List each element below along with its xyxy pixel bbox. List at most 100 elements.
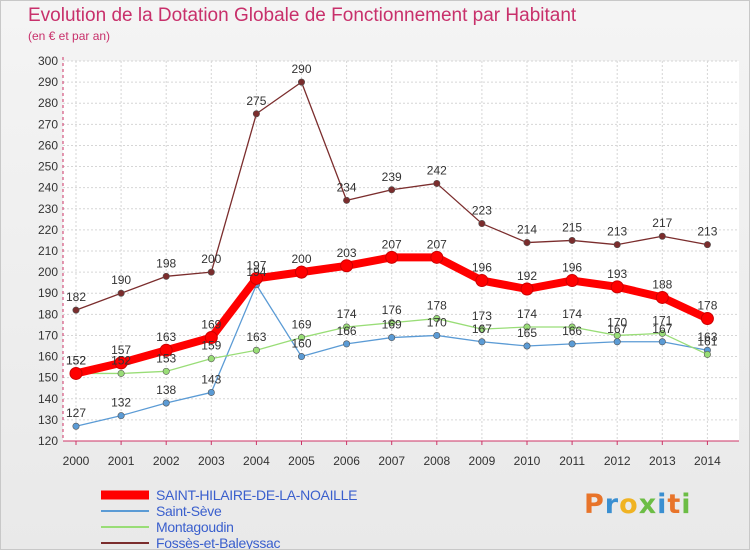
data-label: 138 [156,383,176,397]
x-tick-label: 2003 [198,454,225,468]
data-label: 152 [66,353,86,367]
data-label: 132 [111,396,131,410]
data-point [343,323,351,331]
data-label: 223 [472,204,492,218]
data-label: 275 [246,94,266,108]
data-label: 169 [291,318,311,332]
data-label: 193 [607,267,627,281]
data-point [117,289,125,297]
data-point [159,343,173,357]
data-label: 160 [291,337,311,351]
legend-swatch [101,510,149,512]
x-tick-label: 2007 [378,454,405,468]
x-tick-label: 2009 [469,454,496,468]
data-point [207,388,215,396]
data-point [430,250,444,264]
data-label: 157 [111,343,131,357]
data-point [565,274,579,288]
legend-label: Fossès-et-Baleyssac [156,535,281,550]
data-point [388,334,396,342]
legend-label: Montagoudin [156,519,234,535]
legend-swatch [101,526,149,528]
data-point [297,353,305,361]
data-label: 169 [201,318,221,332]
data-point [613,241,621,249]
proxiti-logo: Proxiti [584,489,692,520]
data-label: 167 [472,322,492,336]
y-tick-label: 230 [38,202,58,216]
data-point [72,306,80,314]
data-label: 213 [697,225,717,239]
data-point [388,186,396,194]
data-label: 192 [517,269,537,283]
data-label: 163 [246,330,266,344]
data-point [433,179,441,187]
data-label: 170 [427,315,447,329]
y-tick-label: 140 [38,392,58,406]
y-tick-label: 120 [38,434,58,448]
data-label: 214 [517,223,537,237]
data-point [433,331,441,339]
data-label: 217 [652,216,672,230]
data-label: 153 [156,351,176,365]
data-label: 234 [337,180,357,194]
data-label: 215 [562,220,582,234]
data-point [568,323,576,331]
data-point [523,323,531,331]
data-label: 174 [562,307,582,321]
data-label: 203 [337,246,357,260]
logo-letter: i [681,489,692,520]
x-tick-label: 2004 [243,454,270,468]
data-label: 198 [156,256,176,270]
legend-item: Fossès-et-Baleyssac [101,535,421,550]
data-point [568,340,576,348]
logo-letter: i [657,489,668,520]
data-label: 197 [246,258,266,272]
data-point [703,350,711,358]
y-tick-label: 200 [38,265,58,279]
data-point [69,366,83,380]
data-point [385,250,399,264]
data-point [249,271,263,285]
data-point [162,272,170,280]
data-point [388,319,396,327]
data-label: 169 [382,318,402,332]
y-tick-label: 250 [38,160,58,174]
y-tick-label: 180 [38,307,58,321]
x-tick-label: 2013 [649,454,676,468]
legend-item: Montagoudin [101,519,421,535]
y-tick-label: 260 [38,138,58,152]
data-point [343,196,351,204]
data-label: 167 [607,322,627,336]
x-tick-label: 2002 [153,454,180,468]
data-point [72,422,80,430]
data-label: 290 [291,62,311,76]
logo-letter: x [638,489,658,520]
data-point [478,338,486,346]
y-tick-label: 290 [38,75,58,89]
data-label: 171 [652,313,672,327]
data-point [658,329,666,337]
data-label: 170 [607,315,627,329]
data-label: 143 [201,372,221,386]
data-point [340,259,354,273]
y-tick-label: 240 [38,181,58,195]
legend-swatch [101,542,149,544]
legend-swatch [101,490,149,500]
data-label: 207 [382,237,402,251]
data-label: 188 [652,277,672,291]
data-label: 196 [472,261,492,275]
legend-item: Saint-Sève [101,503,421,519]
logo-letter: t [667,489,682,520]
data-label: 152 [66,353,86,367]
data-label: 127 [66,406,86,420]
legend-label: Saint-Sève [156,503,222,519]
data-label: 213 [607,225,627,239]
data-point [523,342,531,350]
data-label: 194 [246,265,266,279]
data-point [475,274,489,288]
data-label: 159 [201,339,221,353]
y-tick-label: 300 [38,54,58,68]
